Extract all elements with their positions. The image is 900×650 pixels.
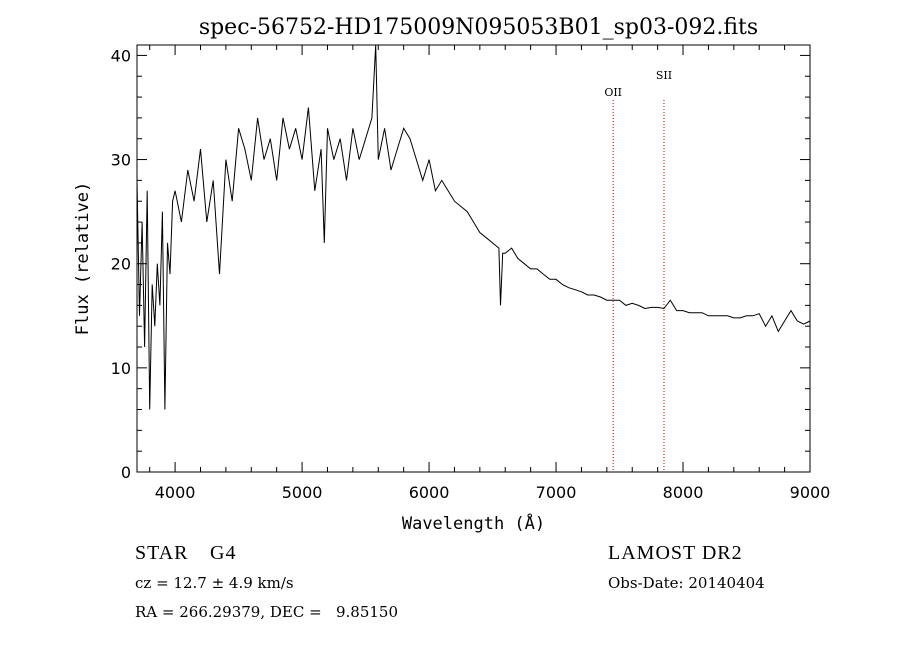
y-tick-label: 10	[111, 359, 131, 378]
observation-date: Obs-Date: 20140404	[608, 574, 765, 592]
chart-title: spec-56752-HD175009N095053B01_sp03-092.f…	[199, 15, 758, 40]
x-tick-label: 5000	[282, 483, 323, 502]
sky-coordinates: RA = 266.29379, DEC = 9.85150	[135, 603, 399, 621]
x-tick-label: 7000	[536, 483, 577, 502]
spectral-subclass: G4	[210, 542, 237, 564]
redshift-velocity: cz = 12.7 ± 4.9 km/s	[135, 574, 294, 592]
object-type: STAR	[135, 542, 189, 564]
line-marker-label: SII	[656, 69, 672, 82]
y-tick-label: 40	[111, 46, 131, 65]
x-tick-label: 9000	[790, 483, 831, 502]
y-tick-label: 20	[111, 255, 131, 274]
x-tick-label: 4000	[155, 483, 196, 502]
y-axis-label: Flux (relative)	[73, 182, 93, 336]
spectrum-line	[136, 44, 811, 410]
y-tick-label: 0	[121, 463, 131, 482]
x-tick-label: 6000	[409, 483, 450, 502]
y-tick-label: 30	[111, 151, 131, 170]
plot-frame	[136, 44, 811, 473]
x-axis-label: Wavelength (Å)	[402, 512, 545, 534]
x-tick-label: 8000	[663, 483, 704, 502]
line-marker-label: OII	[604, 86, 622, 99]
survey-name: LAMOST DR2	[608, 542, 743, 564]
